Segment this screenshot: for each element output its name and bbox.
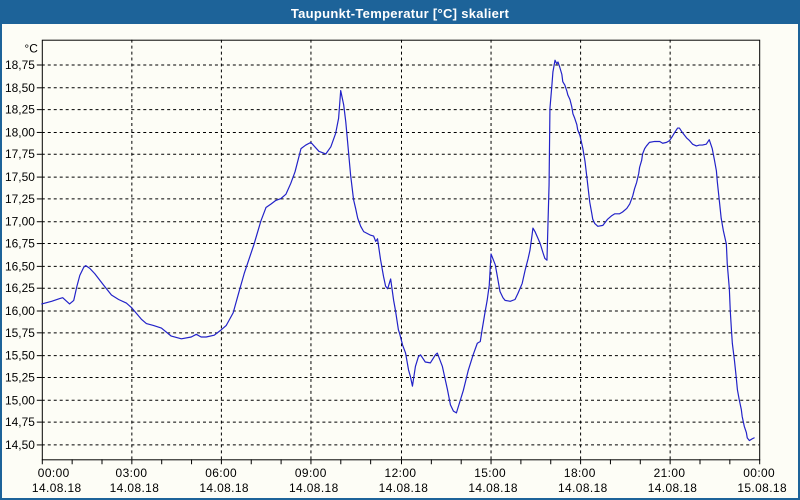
y-tick-label: 15,25 (5, 370, 35, 384)
x-tick-time-label: 09:00 (295, 466, 327, 480)
y-tick-label: 18,75 (5, 58, 35, 72)
y-tick-label: 16,75 (5, 237, 35, 251)
y-tick-label: 18,50 (5, 81, 35, 95)
x-tick-date-label: 14.08.18 (379, 481, 429, 495)
x-tick-date-label: 14.08.18 (199, 481, 249, 495)
x-tick-time-label: 00:00 (743, 466, 775, 480)
x-tick-date-label: 14.08.18 (648, 481, 698, 495)
x-tick-date-label: 14.08.18 (289, 481, 339, 495)
x-tick-time-label: 18:00 (564, 466, 596, 480)
plot-frame (41, 39, 761, 461)
series-group (41, 59, 755, 442)
x-tick-time-label: 15:00 (474, 466, 506, 480)
window-titlebar: Taupunkt-Temperatur [°C] skaliert (2, 2, 798, 24)
y-tick-label: 17,50 (5, 170, 35, 184)
y-tick-label: 14,75 (5, 415, 35, 429)
y-tick-label: 18,25 (5, 103, 35, 117)
series-line (41, 59, 755, 442)
y-tick-label: 16,00 (5, 304, 35, 318)
x-tick-time-label: 21:00 (654, 466, 686, 480)
axes (36, 39, 761, 465)
gridlines (41, 39, 760, 460)
x-tick-date-label: 14.08.18 (468, 481, 518, 495)
x-tick-date-label: 14.08.18 (558, 481, 608, 495)
x-tick-time-label: 12:00 (385, 466, 417, 480)
x-tick-time-label: 03:00 (116, 466, 148, 480)
x-tick-date-label: 14.08.18 (32, 481, 82, 495)
y-tick-label: 18,00 (5, 125, 35, 139)
x-tick-time-label: 06:00 (205, 466, 237, 480)
y-tick-label: 14,50 (5, 438, 35, 452)
y-axis-unit-label: °C (24, 42, 38, 56)
y-tick-label: 17,75 (5, 147, 35, 161)
y-tick-label: 16,25 (5, 281, 35, 295)
x-tick-date-label: 15.08.18 (737, 481, 787, 495)
y-tick-label: 17,25 (5, 192, 35, 206)
axis-labels: 18,75 18,50 18,25 18,00 17,75 17,50 17,25 17,00… (5, 42, 787, 495)
x-tick-time-label: 00:00 (38, 466, 70, 480)
y-tick-label: 15,50 (5, 349, 35, 363)
y-tick-label: 16,50 (5, 259, 35, 273)
x-tick-date-label: 14.08.18 (110, 481, 160, 495)
y-tick-label: 17,00 (5, 215, 35, 229)
y-tick-label: 15,00 (5, 393, 35, 407)
y-tick-label: 15,75 (5, 326, 35, 340)
page-title: Taupunkt-Temperatur [°C] skaliert (290, 5, 510, 21)
